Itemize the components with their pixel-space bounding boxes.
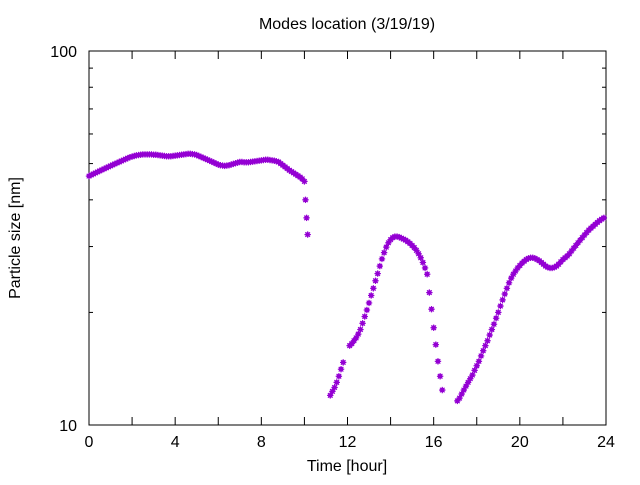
data-point (497, 302, 504, 310)
data-point (492, 315, 500, 322)
data-point (113, 159, 121, 167)
x-tick-label: 16 (425, 434, 443, 451)
data-point (600, 214, 608, 222)
data-point (473, 362, 480, 369)
data-point (370, 285, 377, 292)
data-point (462, 382, 470, 390)
y-axis-ticks (89, 50, 606, 426)
y-tick-label: 10 (59, 418, 77, 435)
data-point (464, 379, 472, 386)
data-point (331, 384, 338, 391)
data-point (486, 331, 493, 339)
y-axis-tick-labels: 10 100 (50, 44, 77, 435)
data-point (378, 255, 386, 263)
data-point (363, 306, 371, 314)
data-point (417, 254, 424, 261)
data-point (503, 285, 511, 292)
data-point (339, 359, 347, 366)
data-point (508, 274, 515, 282)
data-point (302, 196, 309, 204)
plot-frame (88, 50, 607, 426)
x-axis-ticks (88, 51, 607, 425)
data-point (329, 388, 336, 395)
x-tick-label: 12 (339, 434, 357, 451)
data-point (383, 243, 390, 251)
data-point (355, 330, 362, 338)
data-point (333, 379, 340, 386)
y-axis-label: Particle size [nm] (7, 177, 24, 299)
data-point (374, 270, 381, 277)
chart-title: Modes location (3/19/19) (259, 16, 435, 33)
data-point (335, 373, 343, 380)
data-point (426, 289, 433, 296)
data-point (359, 320, 366, 327)
data-point (484, 337, 491, 344)
data-point (380, 249, 388, 256)
data-point (396, 233, 403, 241)
data-point (419, 259, 427, 266)
data-point (458, 390, 465, 398)
y-tick-label: 100 (50, 44, 77, 61)
data-point (469, 371, 476, 379)
x-tick-label: 0 (85, 434, 94, 451)
data-point (337, 365, 345, 373)
data-point (376, 262, 384, 270)
data-point (368, 292, 375, 299)
data-point (372, 277, 379, 284)
data-point (415, 250, 422, 257)
data-point (482, 342, 489, 349)
x-tick-label: 20 (511, 434, 529, 451)
data-point (361, 313, 368, 320)
data-point (480, 347, 487, 354)
data-point (505, 279, 513, 286)
data-point (490, 321, 498, 328)
x-tick-label: 4 (171, 434, 180, 451)
data-point (303, 214, 310, 222)
data-point (432, 341, 440, 348)
data-point (501, 290, 508, 298)
data-point (428, 306, 435, 313)
x-axis-label: Time [hour] (307, 458, 387, 475)
x-axis-tick-labels: 0 4 8 12 16 20 24 (85, 434, 615, 451)
data-point (460, 386, 468, 394)
data-points (85, 150, 608, 405)
data-point (475, 358, 483, 365)
data-point (430, 324, 437, 331)
data-point (424, 271, 431, 278)
data-point (304, 231, 311, 238)
data-point (301, 178, 308, 185)
x-tick-label: 24 (597, 434, 615, 451)
data-point (456, 394, 463, 402)
data-point (495, 309, 502, 316)
data-point (477, 352, 485, 360)
data-point (365, 299, 373, 307)
x-tick-label: 8 (257, 434, 266, 451)
data-point (471, 367, 478, 374)
data-point (434, 358, 442, 365)
data-point (488, 326, 496, 333)
data-point (499, 296, 506, 304)
data-point (436, 373, 444, 380)
data-point (413, 247, 420, 254)
data-point (439, 386, 446, 394)
data-point (421, 264, 429, 272)
data-point (357, 326, 364, 333)
